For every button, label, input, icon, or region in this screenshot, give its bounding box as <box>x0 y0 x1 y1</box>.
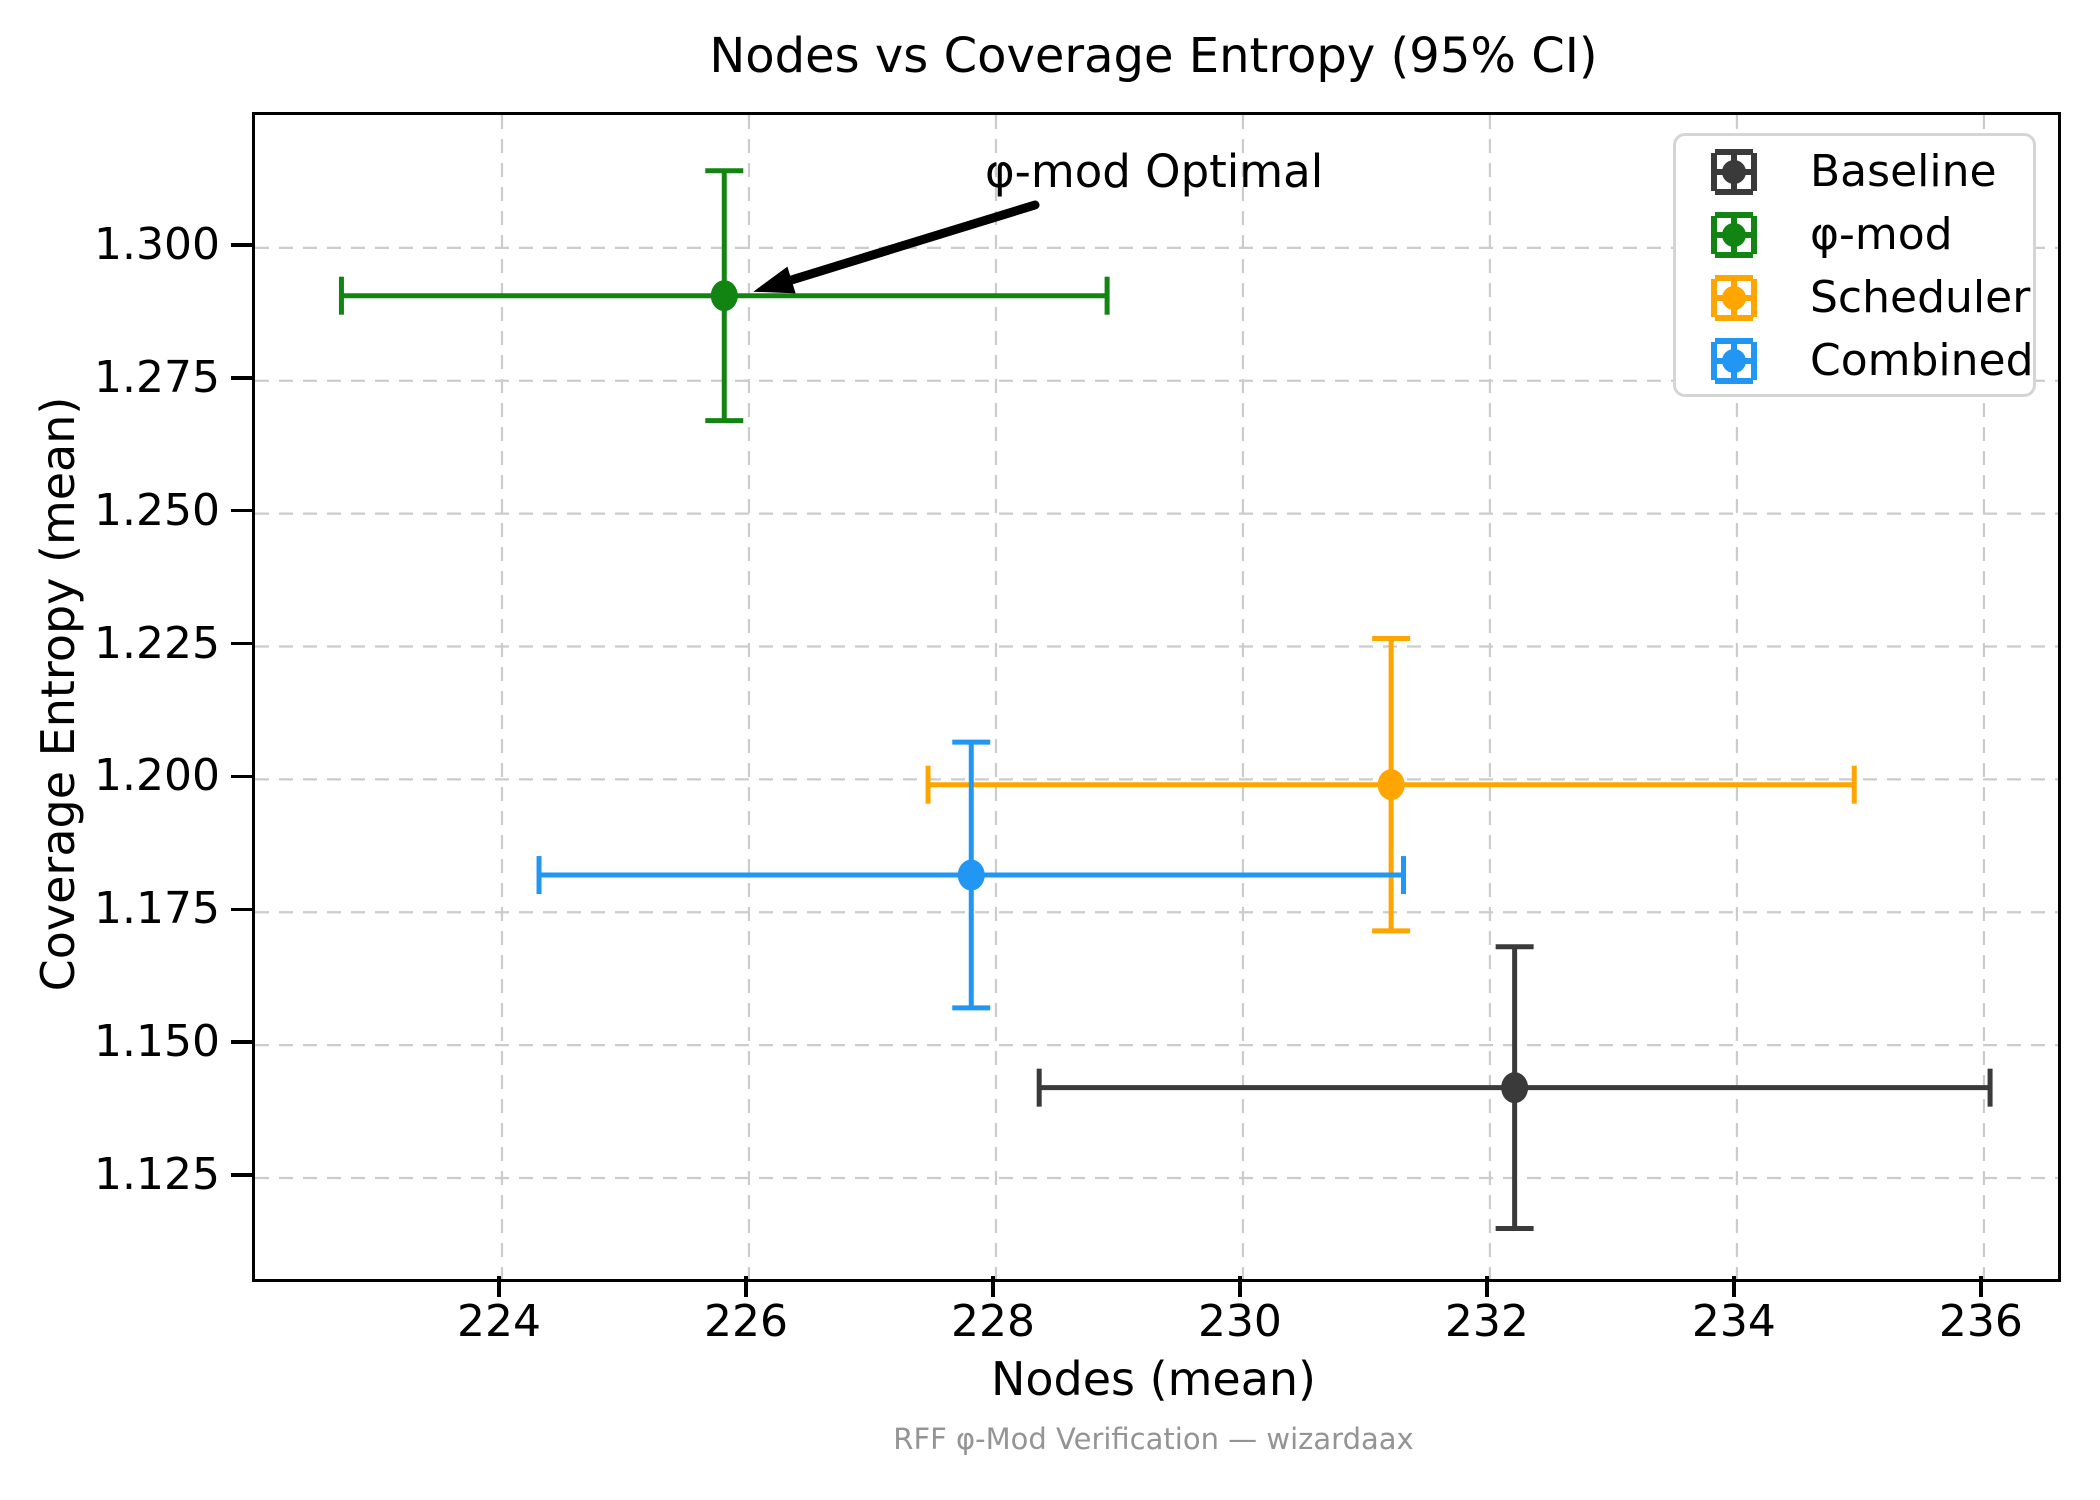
x-tick-mark <box>497 1276 501 1297</box>
y-tick-label: 1.175 <box>94 883 220 935</box>
footer-note: RFF φ-Mod Verification — wizardaax <box>893 1422 1414 1456</box>
x-tick-label: 224 <box>456 1296 541 1347</box>
x-tick-label: 234 <box>1691 1296 1776 1347</box>
legend-label: Scheduler <box>1810 272 2031 323</box>
legend-item-Combined: Combined <box>1676 329 2034 392</box>
legend-errorbar-marker-icon <box>1711 148 1757 195</box>
chart-title: Nodes vs Coverage Entropy (95% CI) <box>709 28 1598 84</box>
annotation-arrow-line <box>777 200 1040 288</box>
data-point-Combined <box>957 859 985 891</box>
annotation-arrow-head <box>753 266 796 294</box>
y-tick-mark <box>231 508 252 513</box>
y-tick-label: 1.150 <box>94 1016 220 1068</box>
x-tick-mark <box>1485 1276 1489 1297</box>
x-tick-mark <box>1238 1276 1242 1297</box>
legend-item-Baseline: Baseline <box>1676 140 2033 203</box>
y-tick-mark <box>231 1173 252 1177</box>
y-tick-label: 1.275 <box>94 351 220 403</box>
legend: Baseline φ-mod Scheduler Combined <box>1673 133 2036 397</box>
y-tick-label: 1.250 <box>94 484 220 536</box>
errorbar-series-Scheduler <box>925 636 1857 934</box>
y-tick-mark <box>231 907 252 911</box>
x-tick-mark <box>744 1276 748 1297</box>
plot-canvas <box>255 115 2058 1279</box>
x-tick-label: 228 <box>950 1296 1035 1347</box>
y-tick-label: 1.225 <box>94 617 220 669</box>
x-tick-label: 226 <box>703 1296 788 1347</box>
legend-item-φ-mod: φ-mod <box>1676 203 2033 266</box>
errorbar-series-Combined <box>536 739 1406 1011</box>
x-tick-label: 232 <box>1444 1296 1529 1347</box>
y-tick-mark <box>231 243 252 247</box>
y-tick-label: 1.300 <box>94 218 220 270</box>
x-tick-label: 230 <box>1197 1296 1282 1347</box>
annotation-label: φ-mod Optimal <box>985 145 1324 198</box>
y-tick-mark <box>231 1040 252 1044</box>
x-tick-mark <box>1979 1276 1983 1297</box>
legend-label: Combined <box>1810 335 2034 386</box>
data-point-φ-mod <box>710 280 738 312</box>
y-tick-mark <box>231 641 252 646</box>
legend-errorbar-marker-icon <box>1711 337 1757 384</box>
y-tick-label: 1.125 <box>94 1149 220 1200</box>
data-point-Scheduler <box>1377 769 1405 801</box>
y-tick-mark <box>231 774 252 779</box>
errorbar-series-φ-mod <box>338 168 1110 424</box>
legend-item-Scheduler: Scheduler <box>1676 266 2033 329</box>
legend-label: φ-mod <box>1810 209 1953 260</box>
y-tick-mark <box>231 376 252 380</box>
errorbar-series-Baseline <box>1036 944 1993 1232</box>
plot-area <box>252 112 2061 1282</box>
x-tick-label: 236 <box>1938 1296 2023 1347</box>
legend-label: Baseline <box>1810 146 1997 197</box>
legend-errorbar-marker-icon <box>1711 211 1757 258</box>
legend-errorbar-marker-icon <box>1711 274 1757 321</box>
x-axis-label: Nodes (mean) <box>991 1352 1316 1406</box>
y-tick-label: 1.200 <box>94 750 220 802</box>
x-tick-mark <box>1732 1276 1736 1297</box>
data-point-Baseline <box>1501 1072 1529 1104</box>
x-tick-mark <box>991 1276 995 1297</box>
